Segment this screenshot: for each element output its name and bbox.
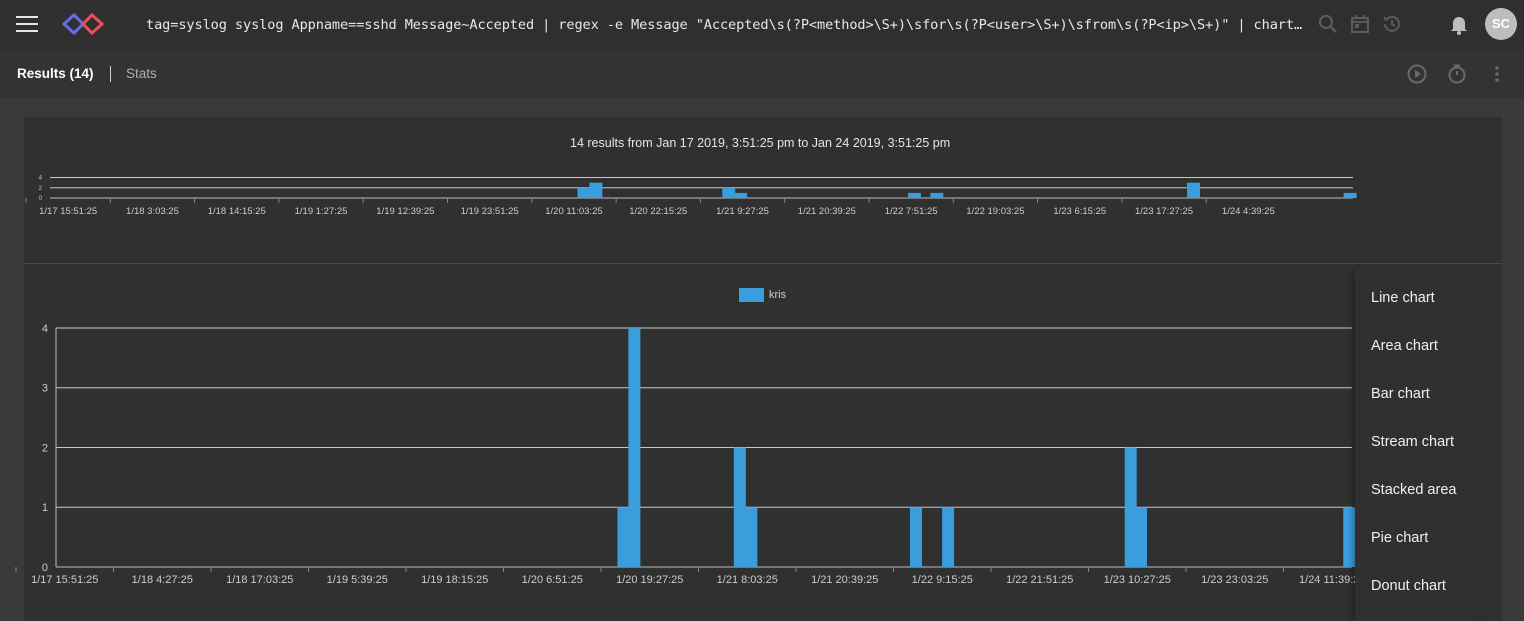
avatar[interactable]: SC [1485, 8, 1517, 40]
chart-bar[interactable] [907, 192, 921, 198]
more-vert-icon[interactable] [1486, 63, 1508, 85]
bell-icon[interactable] [1448, 13, 1470, 35]
x-tick-label: 1/20 22:15:25 [629, 206, 687, 217]
logo-icon[interactable] [62, 12, 104, 36]
legend-label-kris[interactable]: kris [769, 289, 787, 301]
x-tick-label: 1/18 17:03:25 [226, 574, 293, 586]
menu-icon[interactable] [16, 15, 38, 33]
chart-bar[interactable] [1343, 192, 1357, 198]
x-tick-label: 1/18 14:15:25 [208, 206, 266, 217]
menu-item-bar-chart[interactable]: Bar chart [1371, 386, 1430, 402]
legend-swatch-kris[interactable] [739, 288, 764, 302]
chart-bar[interactable] [628, 328, 641, 567]
chart-bar[interactable] [722, 187, 736, 198]
chart-bar[interactable] [1134, 507, 1147, 567]
chart-bar[interactable] [909, 507, 922, 567]
x-tick-label: 1/20 19:27:25 [616, 574, 683, 586]
x-tick-label: 1/23 23:03:25 [1201, 574, 1268, 586]
chart-bar[interactable] [1124, 447, 1137, 568]
menu-item-line-chart[interactable]: Line chart [1371, 290, 1435, 306]
overview-summary: 14 results from Jan 17 2019, 3:51:25 pm … [570, 136, 951, 150]
chart-bar[interactable] [745, 507, 758, 567]
search-icon[interactable] [1317, 13, 1339, 35]
x-tick-label: 1/17 15:51:25 [39, 206, 97, 217]
x-tick-label: 1/23 17:27:25 [1135, 206, 1193, 217]
x-tick-label: 1/22 9:15:25 [912, 574, 973, 586]
x-tick-label: 1/21 20:39:25 [811, 574, 878, 586]
x-tick-label: 1/23 6:15:25 [1053, 206, 1106, 217]
x-tick-label: 1/22 19:03:25 [966, 206, 1024, 217]
y-tick-label: 2 [39, 186, 43, 192]
chart-bar[interactable] [733, 447, 746, 568]
play-icon[interactable] [1406, 63, 1428, 85]
x-tick-label: 1/22 21:51:25 [1006, 574, 1073, 586]
x-tick-label: 1/20 6:51:25 [522, 574, 583, 586]
chart-bar[interactable] [617, 507, 630, 567]
x-tick-label: 1/19 12:39:25 [376, 206, 434, 217]
x-tick-label: 1/21 9:27:25 [716, 206, 769, 217]
x-tick-label: 1/21 8:03:25 [717, 574, 778, 586]
chart-bar[interactable] [1187, 182, 1201, 198]
x-tick-label: 1/21 20:39:25 [798, 206, 856, 217]
results-toolbar [0, 50, 1524, 98]
y-tick-label: 4 [39, 176, 43, 182]
chart-bar[interactable] [589, 182, 603, 198]
menu-item-pie-chart[interactable]: Pie chart [1371, 530, 1429, 546]
y-tick-label: 1 [42, 502, 48, 514]
history-icon[interactable] [1381, 13, 1403, 35]
chart-bar[interactable] [734, 192, 748, 198]
x-tick-label: 1/19 1:27:25 [295, 206, 348, 217]
panel-divider [24, 263, 1502, 264]
x-tick-label: 1/17 15:51:25 [31, 574, 98, 586]
tab-separator [110, 66, 111, 82]
tab-results[interactable]: Results (14) [17, 66, 94, 81]
x-tick-label: 1/18 4:27:25 [132, 574, 193, 586]
x-tick-label: 1/19 23:51:25 [461, 206, 519, 217]
chart-bar[interactable] [577, 187, 591, 198]
calendar-icon[interactable] [1349, 13, 1371, 35]
chart-bar[interactable] [1343, 507, 1356, 567]
y-tick-label: 0 [42, 562, 48, 574]
x-tick-label: 1/24 4:39:25 [1222, 206, 1275, 217]
main-chart[interactable]: 0 1 2 3 4 1/17 15:51:25 1/18 4:27:25 1/18 17:03… [0, 318, 1360, 590]
top-bar [0, 0, 1524, 50]
y-tick-label: 4 [42, 323, 48, 335]
menu-item-stream-chart[interactable]: Stream chart [1371, 434, 1454, 450]
x-tick-label: 1/24 11:39:25 [1299, 574, 1360, 586]
menu-item-donut-chart[interactable]: Donut chart [1371, 578, 1446, 594]
x-tick-label: 1/19 5:39:25 [327, 574, 388, 586]
tab-stats[interactable]: Stats [126, 66, 157, 81]
y-tick-label: 0 [39, 196, 43, 202]
chart-bar[interactable] [942, 507, 955, 567]
overview-chart[interactable]: 0 2 4 1/17 15:51:25 1/18 3:03:25 1/18 14:15:2… [0, 170, 1360, 222]
menu-item-area-chart[interactable]: Area chart [1371, 338, 1438, 354]
x-tick-label: 1/20 11:03:25 [545, 206, 602, 217]
chart-type-menu: Line chart Area chart Bar chart Stream c… [1355, 268, 1479, 621]
timer-icon[interactable] [1446, 63, 1468, 85]
results-panel [24, 117, 1502, 621]
search-query-input[interactable]: tag=syslog syslog Appname==sshd Message~… [146, 17, 1308, 33]
x-tick-label: 1/18 3:03:25 [126, 206, 179, 217]
x-tick-label: 1/22 7:51:25 [885, 206, 938, 217]
y-tick-label: 3 [42, 383, 48, 395]
chart-bar[interactable] [930, 192, 944, 198]
x-tick-label: 1/19 18:15:25 [421, 574, 488, 586]
x-tick-label: 1/23 10:27:25 [1104, 574, 1171, 586]
y-tick-label: 2 [42, 442, 48, 454]
menu-item-stacked-area[interactable]: Stacked area [1371, 482, 1457, 498]
